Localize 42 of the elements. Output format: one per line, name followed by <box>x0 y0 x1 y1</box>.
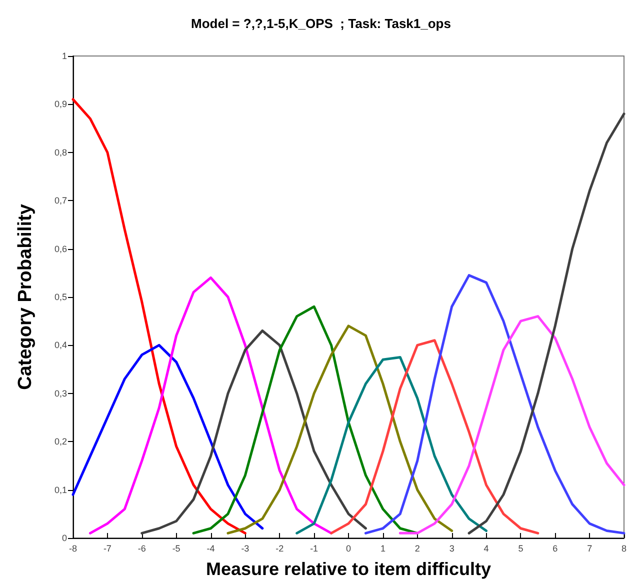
x-tick-label: -6 <box>138 544 146 554</box>
y-tick-label: 0,7 <box>54 196 67 206</box>
y-axis-title: Category Probability <box>15 204 36 390</box>
y-tick-label: 0,1 <box>54 484 67 495</box>
x-tick-label: -2 <box>276 544 284 554</box>
y-tick-label: 0,5 <box>54 292 67 302</box>
line-series <box>364 274 626 534</box>
x-tick-label: 5 <box>518 544 524 554</box>
x-tick-label: 0 <box>346 544 352 554</box>
x-axis-title: Measure relative to item difficulty <box>206 559 492 579</box>
chart-title: Model = ?,?,1-5,K_OPS ; Task: Task1_ops <box>191 16 451 31</box>
line-series <box>72 344 264 530</box>
line-series <box>296 356 488 534</box>
y-tick-label: 0,6 <box>54 244 67 254</box>
x-tick-label: 1 <box>380 544 386 554</box>
line-series <box>398 315 626 534</box>
x-tick-label: -5 <box>172 544 180 554</box>
x-tick-label: 4 <box>484 544 489 554</box>
x-tick-label: -7 <box>103 544 112 554</box>
x-tick-label: -4 <box>206 544 215 554</box>
y-tick-label: 1 <box>62 51 67 61</box>
line-series <box>72 98 246 534</box>
x-tick-label: 3 <box>449 544 454 554</box>
line-series <box>140 329 367 534</box>
x-tick-label: 8 <box>621 544 627 554</box>
line-series <box>192 305 419 534</box>
line-series <box>330 339 540 534</box>
x-tick-label: -1 <box>310 544 318 554</box>
line-series <box>468 112 626 534</box>
y-tick-label: 0,4 <box>54 340 67 350</box>
y-tick-label: 0,9 <box>54 99 67 110</box>
x-tick-label: -8 <box>68 544 78 554</box>
x-tick-label: 6 <box>552 544 558 554</box>
x-tick-label: -3 <box>241 544 250 554</box>
line-series <box>88 276 333 534</box>
y-tick-label: 0,2 <box>54 436 67 447</box>
y-tick-label: 0,8 <box>54 147 67 158</box>
x-tick-label: 7 <box>587 544 592 554</box>
line-series <box>226 324 454 534</box>
y-tick-label: 0 <box>62 533 67 543</box>
y-tick-label: 0,3 <box>54 388 67 398</box>
x-tick-label: 2 <box>414 544 420 554</box>
